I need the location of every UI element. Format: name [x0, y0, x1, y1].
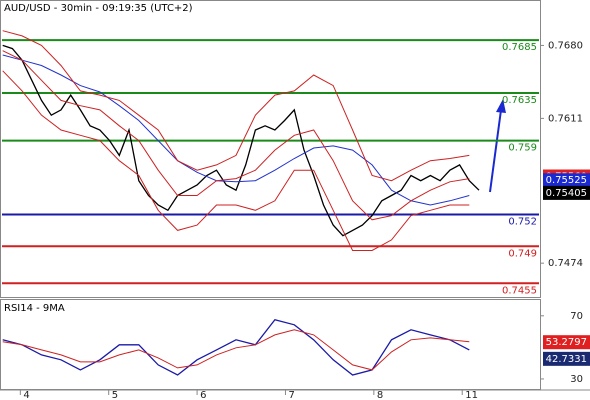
price-tag: [543, 185, 590, 200]
series-line: [2, 54, 470, 206]
level-label: 0.7685: [502, 42, 537, 53]
x-tick-label: 8: [377, 390, 383, 400]
price-tag: [543, 351, 590, 366]
price-tag: [543, 335, 590, 350]
y-tick-label: 0.7474: [548, 258, 583, 269]
series-line: [2, 329, 470, 371]
level-label: 0.759: [508, 143, 537, 154]
arrow-head: [496, 99, 506, 113]
y-tick-label: 30: [570, 374, 583, 385]
series-line: [2, 318, 470, 376]
arrow-shaft: [489, 109, 502, 193]
price-tag-label: 0.75405: [546, 188, 587, 199]
level-label: 0.749: [508, 248, 537, 259]
y-tick-label: 70: [570, 311, 583, 322]
x-tick-label: 5: [112, 390, 118, 400]
series-line: [2, 30, 470, 182]
price-tag-label: 53.2797: [546, 337, 587, 348]
level-label: 0.7635: [502, 95, 537, 106]
y-tick-label: 0.7611: [548, 113, 583, 124]
price-tag: [543, 173, 590, 188]
x-tick-label: 6: [200, 390, 206, 400]
y-tick-label: 0.7680: [548, 40, 583, 51]
x-tick-label: 11: [465, 390, 478, 400]
price-tag-label: 0.75525: [546, 175, 587, 186]
x-tick-label: 7: [288, 390, 294, 400]
series-line: [2, 44, 480, 237]
level-label: 0.7455: [502, 285, 537, 296]
series-line: [2, 70, 470, 251]
price-tag-label: 42.7331: [546, 354, 587, 365]
rsi-title: RSI14 - 9MA: [4, 303, 65, 314]
chart-title: AUD/USD - 30min - 09:19:35 (UTC+2): [4, 3, 193, 14]
x-tick-label: 4: [23, 390, 29, 400]
series-line: [2, 50, 470, 221]
level-label: 0.752: [508, 217, 537, 228]
price-frame: [0, 0, 541, 298]
